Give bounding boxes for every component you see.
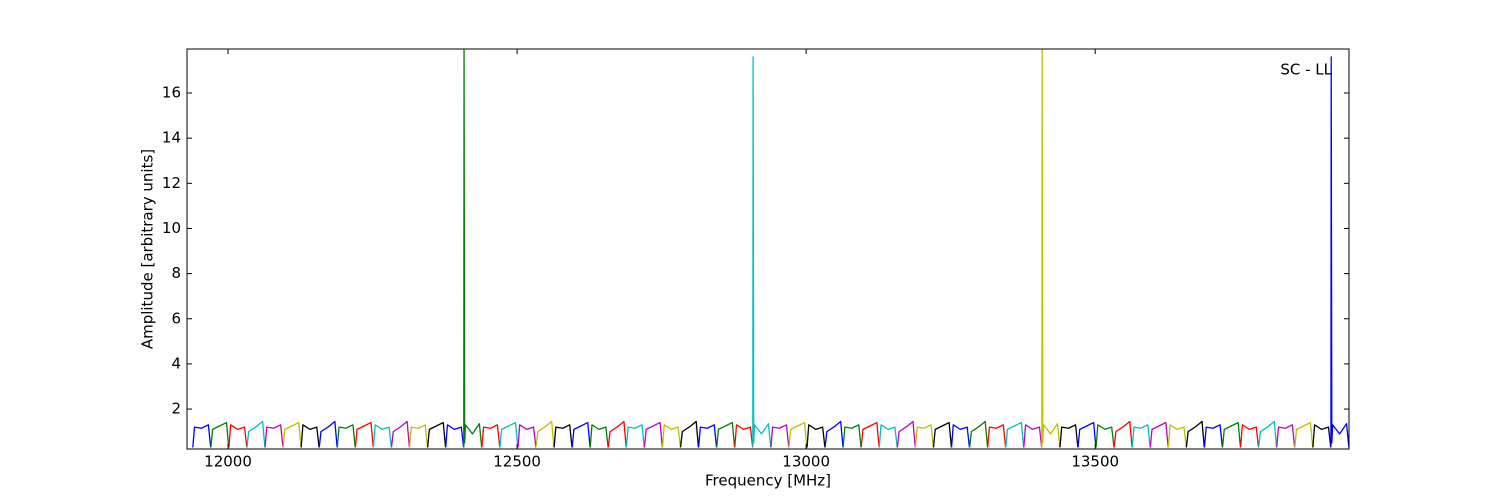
- spectrum-line: [1041, 49, 1061, 448]
- spectrum-line: [463, 49, 483, 448]
- spectrum-line: [697, 424, 718, 448]
- x-axis-label: Frequency [MHz]: [705, 472, 831, 490]
- spectrum-line: [950, 424, 971, 448]
- spectrum-line: [481, 424, 501, 448]
- spectrum-line: [1185, 420, 1205, 448]
- spectrum-line: [1059, 424, 1079, 448]
- spectrum-line: [571, 421, 591, 448]
- spectrum-line: [752, 56, 772, 448]
- spectrum-line: [1005, 421, 1025, 448]
- spectrum-line: [517, 424, 537, 448]
- spectrum-line: [210, 421, 230, 448]
- spectrum-line: [878, 424, 898, 448]
- spectrum-line: [1077, 421, 1097, 448]
- spectrum-line: [1221, 421, 1242, 448]
- x-tick-label: 13000: [782, 453, 830, 471]
- spectrum-line: [372, 424, 393, 448]
- spectrum-line: [625, 424, 645, 448]
- spectrum-line: [661, 424, 682, 448]
- spectrum-line: [264, 424, 284, 448]
- spectrum-line: [987, 424, 1007, 448]
- y-tick-label: 14: [162, 129, 181, 147]
- spectrum-line: [246, 420, 266, 448]
- spectrum-line: [1239, 424, 1260, 448]
- spectrum-line: [1258, 420, 1278, 448]
- y-tick-label: 12: [162, 174, 181, 192]
- spectrum-line: [679, 420, 700, 448]
- plot-area: [192, 49, 1349, 448]
- spectrum-line: [1203, 424, 1224, 448]
- spectrum-line: [1276, 424, 1296, 448]
- spectrum-line: [1167, 424, 1187, 448]
- spectrum-line: [734, 424, 754, 448]
- spectrum-line: [408, 424, 429, 448]
- spectrum-line: [770, 424, 790, 448]
- x-tick-label: 12000: [204, 453, 252, 471]
- y-axis-label: Amplitude [arbitrary units]: [139, 149, 157, 349]
- spectrum-line: [228, 424, 248, 448]
- spectrum-line: [282, 421, 302, 448]
- annotation: SC - LL: [1280, 61, 1332, 79]
- spectrum-line: [968, 420, 989, 448]
- axes-frame: [186, 48, 1350, 450]
- spectrum-line: [824, 420, 844, 448]
- spectrum-line: [1330, 56, 1349, 448]
- y-tick-label: 4: [171, 354, 181, 372]
- y-tick-label: 10: [162, 219, 181, 237]
- spectrum-line: [1294, 421, 1314, 448]
- spectrum-line: [860, 421, 880, 448]
- y-tick-label: 6: [171, 309, 181, 327]
- spectrum-line: [300, 424, 320, 448]
- y-tick-label: 8: [171, 264, 181, 282]
- spectrum-line: [788, 421, 808, 448]
- spectrum-line: [426, 421, 447, 448]
- spectrum-line: [1023, 424, 1043, 448]
- spectrum-line: [589, 424, 609, 448]
- x-tick-label: 13500: [1071, 453, 1119, 471]
- spectrum-line: [318, 420, 338, 448]
- spectrum-line: [192, 424, 212, 448]
- spectrum-line: [1131, 424, 1151, 448]
- spectrum-line: [535, 420, 555, 448]
- spectrum-line: [1312, 424, 1332, 448]
- spectrum-line: [1113, 420, 1133, 448]
- spectrum-line: [1095, 424, 1115, 448]
- spectrum-line: [607, 420, 627, 448]
- spectrum-line: [932, 421, 953, 448]
- spectrum-line: [445, 424, 465, 448]
- spectrum-line: [336, 424, 356, 448]
- spectrum-line: [914, 424, 934, 448]
- spectrum-line: [842, 424, 862, 448]
- spectrum-line: [390, 420, 411, 448]
- spectrum-line: [499, 421, 519, 448]
- y-tick-label: 2: [171, 400, 181, 418]
- spectrum-line: [553, 424, 573, 448]
- spectrum-line: [806, 424, 826, 448]
- spectrum-line: [354, 421, 374, 448]
- spectrum-line: [1149, 421, 1169, 448]
- spectrum-line: [643, 421, 663, 448]
- spectrum-line: [716, 421, 736, 448]
- spectrum-line: [896, 420, 916, 448]
- y-tick-label: 16: [162, 84, 181, 102]
- x-tick-label: 12500: [493, 453, 541, 471]
